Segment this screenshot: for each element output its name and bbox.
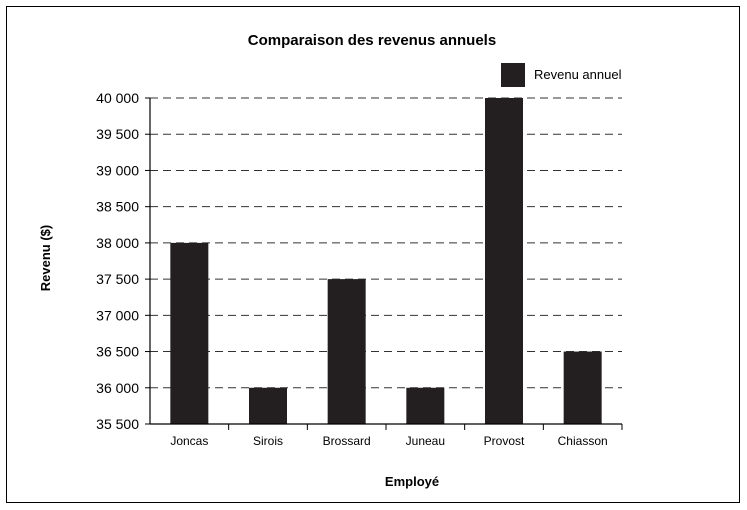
bar — [327, 279, 366, 424]
bar — [406, 387, 445, 424]
x-tick-label: Joncas — [170, 434, 208, 448]
y-tick-label: 37 000 — [96, 307, 139, 323]
y-tick-label: 37 500 — [96, 271, 139, 287]
x-tick-labels: Joncas Sirois Brossard Juneau Provost Chiasso… — [170, 434, 607, 448]
y-tick-label: 36 000 — [96, 380, 139, 396]
x-tick-label: Provost — [484, 434, 525, 448]
chart-title: Comparaison des revenus annuels — [248, 32, 496, 49]
x-tick-label: Juneau — [406, 434, 445, 448]
y-tick-label: 38 000 — [96, 235, 139, 251]
x-axis-label: Employé — [385, 474, 439, 489]
y-tick-label: 39 000 — [96, 162, 139, 178]
y-tick-label: 35 500 — [96, 416, 139, 432]
legend-swatch — [501, 63, 525, 87]
bars — [170, 98, 602, 424]
x-tick-label: Sirois — [253, 434, 283, 448]
chart-frame — [6, 6, 740, 503]
x-tick-label: Brossard — [323, 434, 371, 448]
y-axis-label: Revenu ($) — [38, 225, 53, 291]
y-tick-labels: 35 500 36 000 36 500 37 000 37 500 38 000 38 5… — [96, 90, 139, 432]
legend-label: Revenu annuel — [534, 67, 622, 82]
bar — [485, 98, 523, 424]
y-tick-label: 38 500 — [96, 199, 139, 215]
bar — [563, 351, 602, 424]
legend: Revenu annuel — [501, 63, 622, 87]
gridlines — [150, 97, 622, 389]
bar — [249, 387, 287, 424]
y-tick-label: 40 000 — [96, 90, 139, 106]
x-tick-label: Chiasson — [558, 434, 608, 448]
axes — [145, 97, 623, 430]
y-tick-label: 36 500 — [96, 344, 139, 360]
bar — [170, 242, 209, 424]
y-tick-label: 39 500 — [96, 126, 139, 142]
